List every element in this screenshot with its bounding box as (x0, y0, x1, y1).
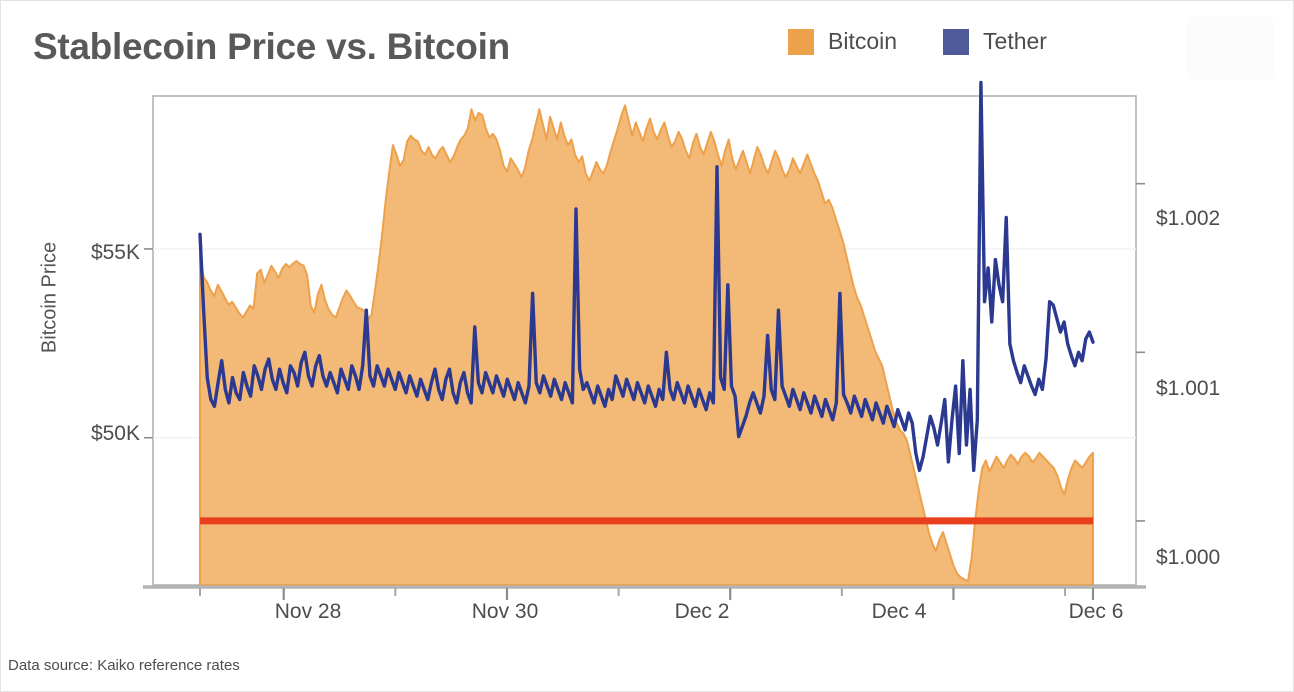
legend-swatch-square-bitcoin (788, 28, 814, 55)
x-tick-dec-6: Dec 6 (1068, 600, 1124, 623)
series-line-tether (198, 80, 1095, 473)
x-tick-nov-28: Nov 28 (274, 600, 342, 623)
y-tick-right-1002: $1.002 (1156, 207, 1221, 230)
x-tick-nov-30: Nov 30 (471, 600, 539, 623)
data-source-note: Data source: Kaiko reference rates (8, 657, 240, 674)
x-tick-dec-2: Dec 2 (674, 600, 730, 623)
legend-label-bitcoin: Bitcoin (828, 28, 898, 54)
series-area-bitcoin (199, 104, 1094, 586)
x-tick-dec-4: Dec 4 (871, 600, 927, 623)
watermark-logo (1186, 16, 1274, 80)
y-tick-right-1000: $1.000 (1156, 546, 1221, 569)
y-tick-right-1001: $1.001 (1156, 377, 1221, 400)
legend-swatch-square-tether (943, 28, 970, 55)
legend-item-tether[interactable]: Tether (943, 28, 1047, 55)
chart-legend: Bitcoin Tether (788, 28, 1047, 55)
legend-item-bitcoin[interactable]: Bitcoin (788, 28, 897, 55)
y-tick-left-55k: $55K (90, 241, 140, 264)
legend-label-tether: Tether (983, 28, 1047, 54)
y-tick-left-50k: $50K (90, 422, 140, 445)
page-title: Stablecoin Price vs. Bitcoin (33, 26, 510, 67)
